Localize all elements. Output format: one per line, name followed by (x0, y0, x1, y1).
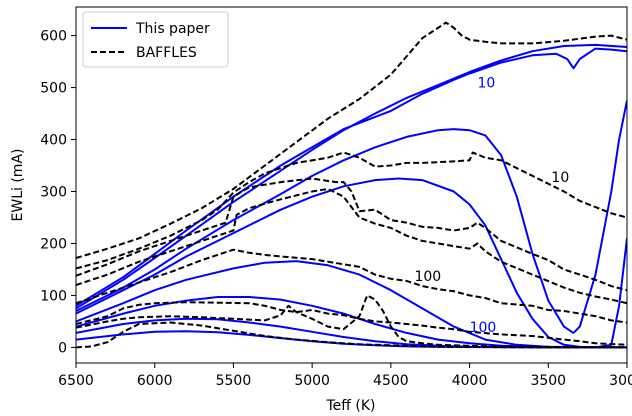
y-tick-label: 300 (40, 184, 67, 200)
y-axis-label: EWLi (mA) (10, 149, 26, 222)
x-tick-label: 5000 (294, 373, 330, 389)
x-tick-label: 6500 (58, 373, 94, 389)
annotation-label: 100 (470, 320, 497, 336)
legend-box (82, 11, 229, 68)
annotation-layer: 10 10 100 100 (414, 76, 569, 336)
x-tick-label: 4000 (452, 373, 488, 389)
series-layer (76, 21, 627, 349)
legend: This paper BAFFLES (82, 11, 229, 68)
baffles-line-10 (76, 151, 627, 270)
plot-frame (75, 6, 628, 364)
baffles-line-14 (76, 301, 627, 346)
x-tick-label: 5500 (216, 373, 252, 389)
legend-label-this-paper: This paper (135, 21, 210, 37)
y-tick-label: 500 (40, 81, 67, 97)
baffles-line-13 (76, 248, 627, 324)
baffles-line-9 (76, 21, 627, 259)
y-tick-label: 100 (40, 288, 67, 304)
legend-label-baffles: BAFFLES (136, 45, 197, 61)
y-tick-label: 600 (40, 29, 67, 45)
annotation-label: 10 (551, 170, 569, 186)
x-tick-label: 6000 (137, 373, 173, 389)
this-paper-line-2 (76, 43, 627, 310)
y-tick-label: 0 (58, 340, 67, 356)
x-axis-label: Teff (K) (326, 398, 376, 414)
baffles-line-11 (76, 177, 627, 292)
this-paper-line-6 (76, 296, 627, 349)
x-tick-label: 4500 (373, 373, 409, 389)
baffles-line-16 (76, 321, 627, 349)
x-tick-label: 3500 (530, 373, 566, 389)
y-tick-label: 200 (40, 236, 67, 252)
annotation-label: 100 (414, 269, 441, 285)
baffles-line-15 (76, 294, 627, 349)
baffles-line-12 (76, 187, 627, 305)
y-tick-label: 400 (40, 133, 67, 149)
annotation-label: 10 (477, 76, 495, 92)
this-paper-line-3 (76, 100, 627, 334)
this-paper-line-5 (76, 260, 627, 349)
